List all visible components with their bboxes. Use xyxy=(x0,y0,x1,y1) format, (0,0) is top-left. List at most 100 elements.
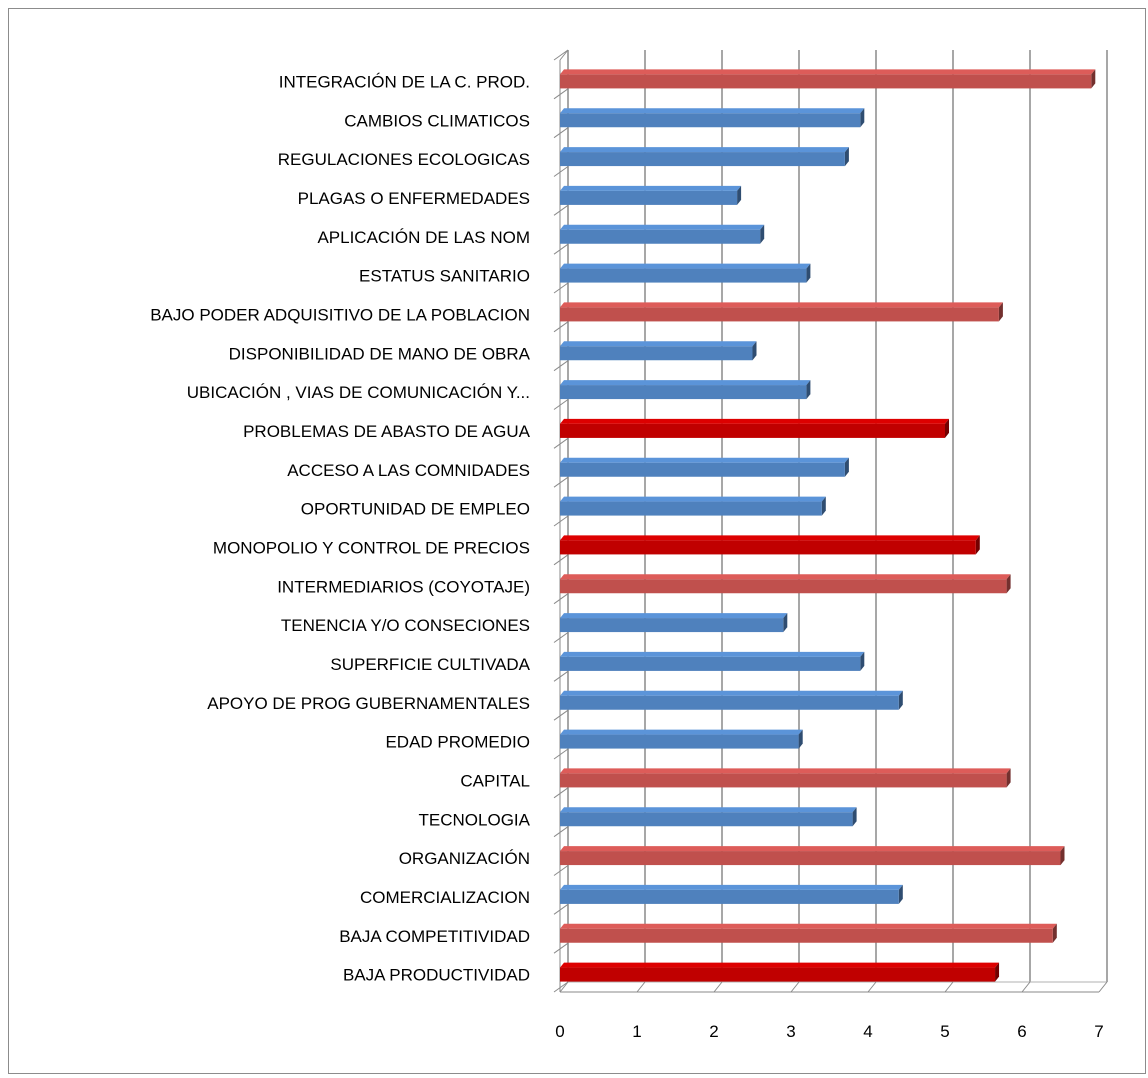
bar-front-face xyxy=(560,268,807,283)
bar-end-face xyxy=(860,108,865,128)
category-tick xyxy=(553,942,569,954)
floor-tick-7 xyxy=(1098,981,1108,993)
bar-front-face xyxy=(560,190,738,205)
bar-front-face xyxy=(560,851,1061,866)
bar-end-face xyxy=(806,263,811,283)
bar-front-face xyxy=(560,734,799,749)
category-tick xyxy=(553,709,569,721)
bar-front-face xyxy=(560,540,976,555)
bar-14 xyxy=(560,574,1011,594)
bar-top-face xyxy=(560,418,949,424)
category-tick xyxy=(553,166,569,177)
floor-tick-6 xyxy=(1021,981,1031,993)
category-tick xyxy=(553,981,569,993)
bar-top-face xyxy=(560,846,1065,852)
x-tick-label: 0 xyxy=(555,1022,564,1041)
bar-top-face xyxy=(560,302,1003,308)
category-tick xyxy=(553,787,569,799)
category-tick xyxy=(553,321,569,333)
bars-layer xyxy=(560,69,1096,982)
category-tick xyxy=(553,49,569,61)
category-tick xyxy=(553,243,569,255)
floor-tick-5 xyxy=(944,981,954,993)
grid-layer xyxy=(553,49,1108,993)
bar-top-face xyxy=(560,341,757,347)
bar-front-face xyxy=(560,74,1092,89)
bar-4 xyxy=(560,185,742,205)
bar-end-face xyxy=(860,651,865,671)
bar-24 xyxy=(560,962,1000,982)
bar-15 xyxy=(560,613,788,633)
bar-top-face xyxy=(560,768,1011,774)
bar-end-face xyxy=(844,147,849,167)
category-tick xyxy=(553,826,569,838)
category-label: MONOPOLIO Y CONTROL DE PRECIOS xyxy=(213,538,530,557)
bar-top-face xyxy=(560,962,1000,968)
category-label: UBICACIÓN , VIAS DE COMUNICACIÓN Y... xyxy=(187,383,530,402)
bar-end-face xyxy=(1006,574,1011,594)
bar-end-face xyxy=(1060,846,1065,866)
category-label: SUPERFICIE CULTIVADA xyxy=(330,655,530,674)
bar-top-face xyxy=(560,185,742,191)
bar-top-face xyxy=(560,923,1057,929)
bar-top-face xyxy=(560,574,1011,580)
category-tick xyxy=(553,903,569,915)
category-tick xyxy=(553,593,569,605)
category-label: PLAGAS O ENFERMEDADES xyxy=(298,189,530,208)
category-label: CAMBIOS CLIMATICOS xyxy=(344,111,530,130)
category-label: APOYO DE PROG GUBERNAMENTALES xyxy=(207,694,530,713)
bar-top-face xyxy=(560,147,849,153)
bar-1 xyxy=(560,69,1096,89)
category-label: BAJA COMPETITIVIDAD xyxy=(339,927,530,946)
bar-front-face xyxy=(560,812,853,827)
bar-top-face xyxy=(560,108,865,114)
x-tick-label: 6 xyxy=(1017,1022,1026,1041)
bar-top-face xyxy=(560,263,811,269)
bar-top-face xyxy=(560,535,980,541)
category-label: PROBLEMAS DE ABASTO DE AGUA xyxy=(243,422,531,441)
floor-tick-2 xyxy=(713,981,723,993)
category-label: ESTATUS SANITARIO xyxy=(359,267,530,286)
bar-end-face xyxy=(760,224,765,244)
bar-top-face xyxy=(560,651,865,657)
bar-16 xyxy=(560,651,865,671)
bar-20 xyxy=(560,807,857,827)
category-tick xyxy=(553,399,569,410)
bar-front-face xyxy=(560,113,861,128)
bar-front-face xyxy=(560,501,822,516)
category-label: INTERMEDIARIOS (COYOTAJE) xyxy=(277,577,530,596)
bar-17 xyxy=(560,690,903,710)
bar-13 xyxy=(560,535,980,555)
bar-23 xyxy=(560,923,1057,943)
bar-10 xyxy=(560,418,949,438)
bar-end-face xyxy=(1091,69,1096,89)
bar-top-face xyxy=(560,690,903,696)
bar-5 xyxy=(560,224,765,244)
bar-front-face xyxy=(560,423,945,438)
bar-end-face xyxy=(737,185,742,205)
category-tick xyxy=(553,88,569,100)
category-tick xyxy=(553,476,569,488)
category-label: INTEGRACIÓN DE LA C. PROD. xyxy=(279,72,530,91)
category-tick xyxy=(553,865,569,876)
bar-22 xyxy=(560,884,903,904)
bar-top-face xyxy=(560,729,803,735)
x-tick-label: 5 xyxy=(940,1022,949,1041)
category-tick xyxy=(553,515,569,527)
category-label: EDAD PROMEDIO xyxy=(385,733,530,752)
bar-top-face xyxy=(560,380,811,386)
category-label: ACCESO A LAS COMNIDADES xyxy=(287,461,530,480)
category-tick xyxy=(553,632,569,643)
bar-end-face xyxy=(898,884,903,904)
category-label: CAPITAL xyxy=(460,771,530,790)
bar-end-face xyxy=(1052,923,1057,943)
category-tick xyxy=(553,282,569,294)
category-label: APLICACIÓN DE LAS NOM xyxy=(317,228,530,247)
category-label: BAJA PRODUCTIVIDAD xyxy=(343,966,530,985)
bar-12 xyxy=(560,496,826,516)
bar-front-face xyxy=(560,579,1007,594)
bar-9 xyxy=(560,380,811,400)
floor-tick-1 xyxy=(636,981,646,993)
bar-front-face xyxy=(560,695,899,710)
category-label: COMERCIALIZACION xyxy=(360,888,530,907)
